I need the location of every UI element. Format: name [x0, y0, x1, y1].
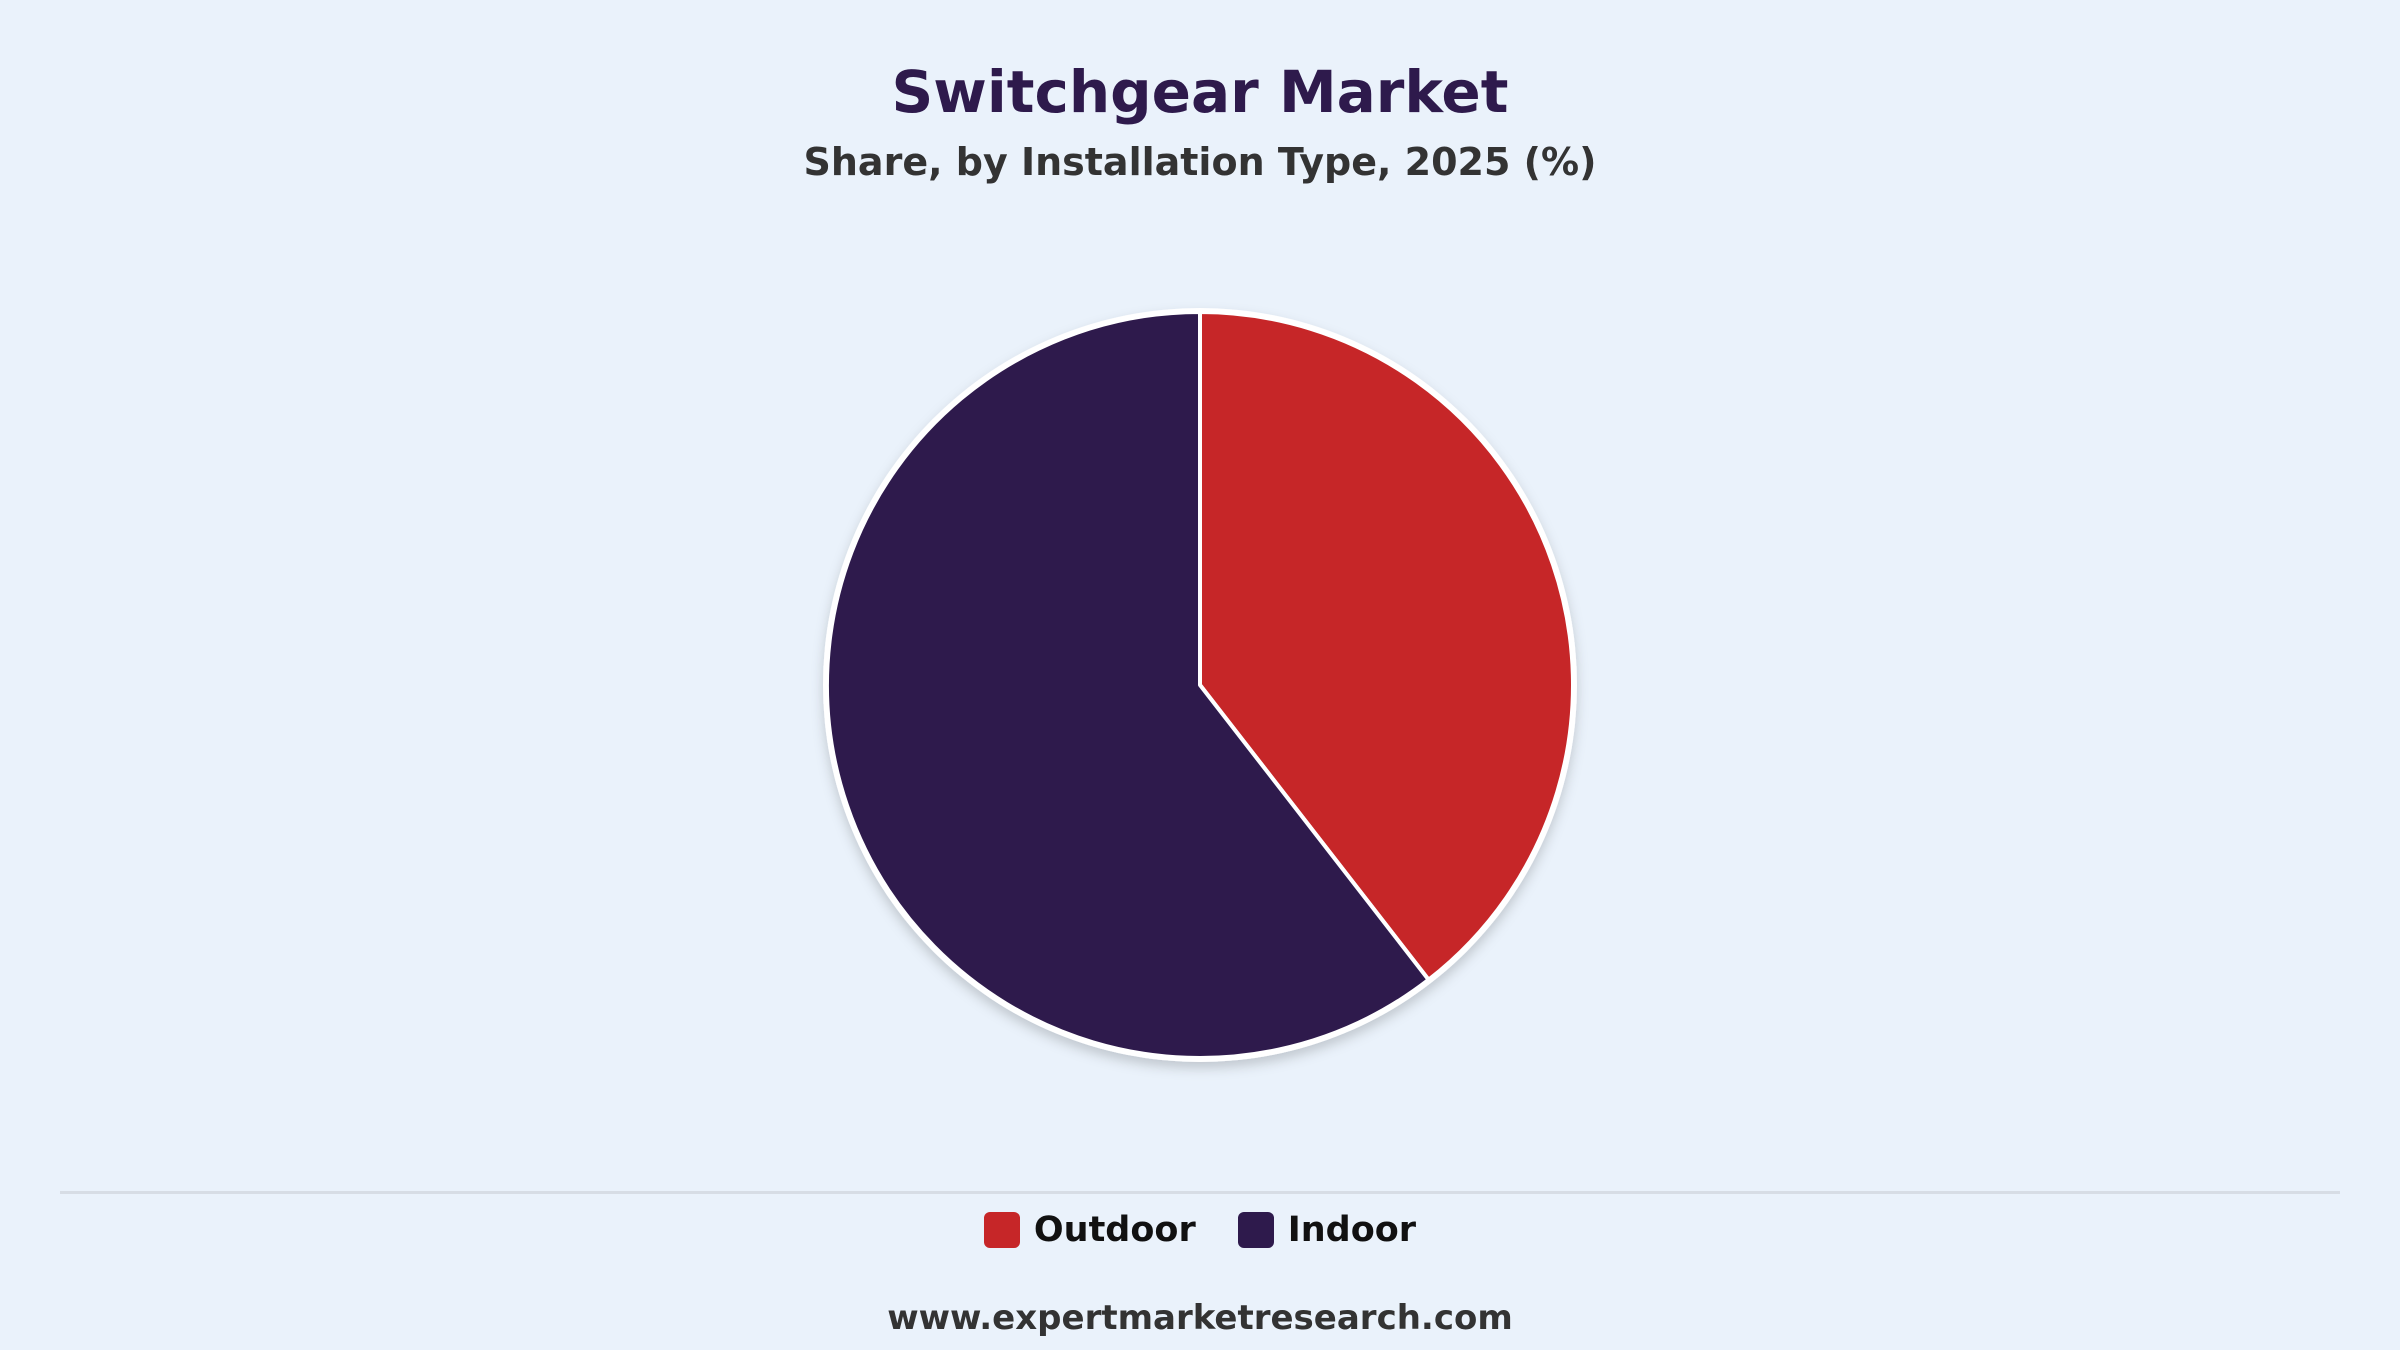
legend-label-outdoor: Outdoor [1033, 1210, 1196, 1250]
chart-subtitle: Share, by Installation Type, 2025 (%) [803, 140, 1597, 184]
pie-slice-outdoor[interactable] [1198, 310, 1575, 982]
pie-slice-indoor[interactable] [825, 310, 1431, 1060]
source-url: www.expertmarketresearch.com [887, 1298, 1513, 1338]
legend-item-outdoor[interactable]: Outdoor [983, 1210, 1196, 1250]
legend-swatch-outdoor [983, 1212, 1020, 1248]
pie-slices [825, 310, 1575, 1060]
legend-swatch-indoor [1237, 1212, 1274, 1248]
legend-divider [60, 1191, 2340, 1194]
chart-title: Switchgear Market [891, 58, 1509, 126]
chart-legend: Outdoor Indoor [0, 1208, 2400, 1252]
legend-item-indoor[interactable]: Indoor [1237, 1210, 1417, 1250]
legend-label-indoor: Indoor [1287, 1210, 1417, 1250]
